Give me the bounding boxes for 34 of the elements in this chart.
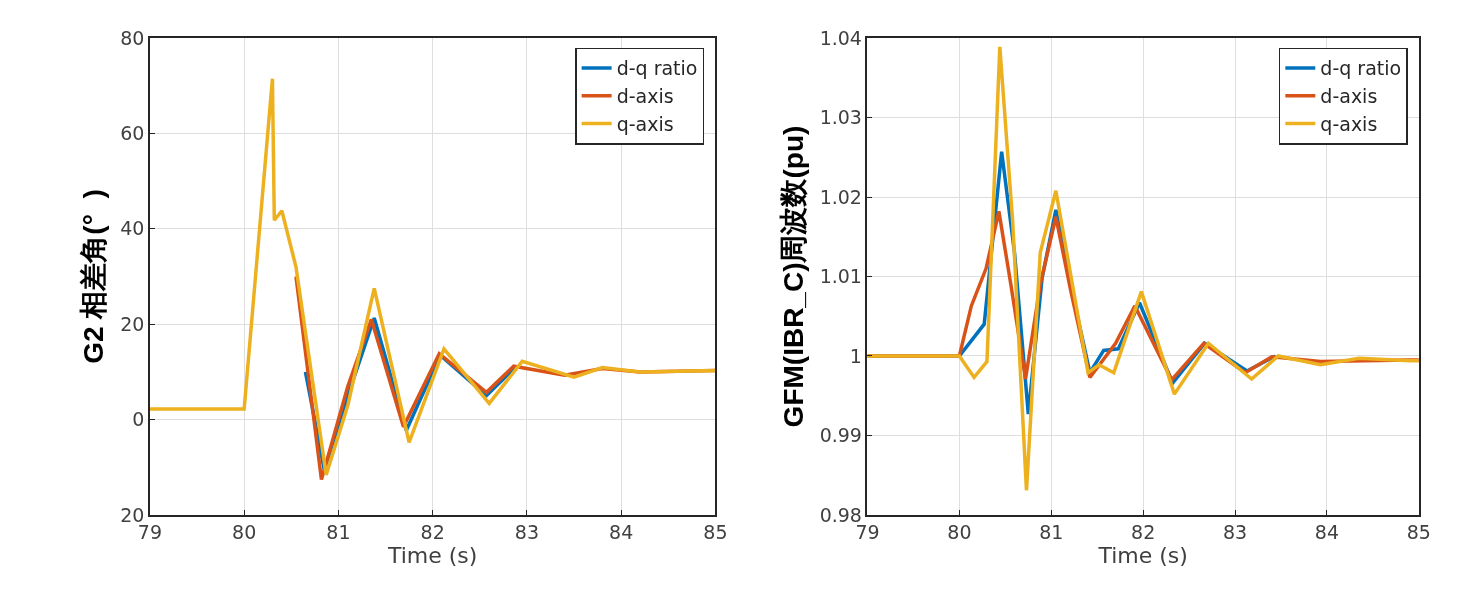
y-tick-label: 0 [132,408,145,431]
y-tick-label: 1.03 [819,106,862,129]
y-tick-label: 40 [120,217,145,240]
x-tick-label: 80 [947,521,972,544]
y-tick-label: 60 [120,122,145,145]
x-tick-label: 84 [1314,521,1340,544]
line-series [867,45,1419,493]
x-tick-label: 85 [1406,521,1431,544]
x-tick-label: 82 [420,521,445,544]
x-tick-label: 80 [232,521,257,544]
x-tick-label: 84 [609,521,634,544]
x-tick-label: 85 [703,521,728,544]
y-tick-label: 1.04 [819,26,862,49]
legend-label: d-q ratio [616,57,698,80]
x-axis-title: Time (s) [386,543,478,569]
y-tick-label: 1.02 [819,185,862,208]
x-tick-label: 83 [514,521,540,544]
x-tick-label: 81 [1039,521,1064,544]
legend-label: d-q ratio [1320,57,1402,80]
legend-label: q-axis [616,112,674,135]
x-tick-label: 81 [326,521,351,544]
legend-label: q-axis [1320,112,1378,135]
y-tick-label: 0.99 [819,424,862,447]
x-tick-label: 83 [1222,521,1248,544]
y-axis-title: G2 相差角(° ) [78,189,110,364]
legend-label: d-axis [616,85,674,108]
y-tick-label: 1 [849,344,862,367]
y-tick-label: 80 [120,26,145,49]
legend-label: d-axis [1320,85,1378,108]
y-tick-label: 20 [120,312,145,335]
x-axis-title: Time (s) [1097,543,1188,569]
x-tick-label: 82 [1131,521,1156,544]
y-axis-title: GFM(IBR_C)周波数(pu) [777,125,809,428]
y-tick-label: 1.01 [819,265,862,288]
